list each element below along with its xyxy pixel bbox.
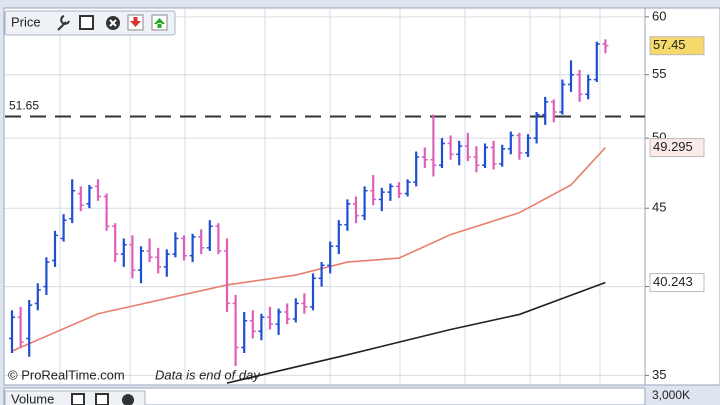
reference-label: 51.65 bbox=[9, 99, 39, 113]
last-value-box bbox=[649, 36, 705, 56]
watermark-note: Data is end of day bbox=[155, 367, 261, 382]
marks bbox=[5, 39, 645, 384]
volume-settings-icon[interactable] bbox=[71, 393, 85, 405]
volume-title: Volume bbox=[11, 391, 54, 405]
grid bbox=[5, 8, 649, 385]
last-value-label: 49.295 bbox=[653, 139, 693, 154]
settings-icon[interactable] bbox=[57, 15, 70, 31]
price-header: Price bbox=[4, 10, 176, 36]
last-value-label: 57.45 bbox=[653, 37, 686, 52]
plot-area bbox=[3, 7, 646, 386]
price-axis bbox=[644, 7, 720, 386]
arrow-down bbox=[130, 17, 141, 27]
last-value-label: 40.243 bbox=[653, 274, 693, 289]
window-icon[interactable] bbox=[79, 15, 94, 30]
last-value-box bbox=[649, 273, 705, 293]
volume-panel bbox=[3, 387, 646, 405]
y-tick-label: 35 bbox=[652, 367, 666, 382]
last-value-box bbox=[649, 138, 705, 158]
watermark-source: © ProRealTime.com bbox=[8, 367, 125, 382]
volume-tick-label: 3,000K bbox=[652, 388, 690, 402]
y-tick-label: 45 bbox=[652, 200, 666, 215]
moving-average bbox=[226, 281, 606, 384]
volume-window-icon[interactable] bbox=[95, 393, 109, 405]
moving-average bbox=[11, 147, 606, 352]
volume-close-icon[interactable] bbox=[122, 394, 134, 405]
y-tick-label: 55 bbox=[652, 66, 666, 81]
arrow-up bbox=[154, 18, 165, 28]
y-tick-label: 60 bbox=[652, 8, 666, 23]
panel-title: Price bbox=[11, 14, 41, 29]
close-cross bbox=[109, 19, 117, 27]
